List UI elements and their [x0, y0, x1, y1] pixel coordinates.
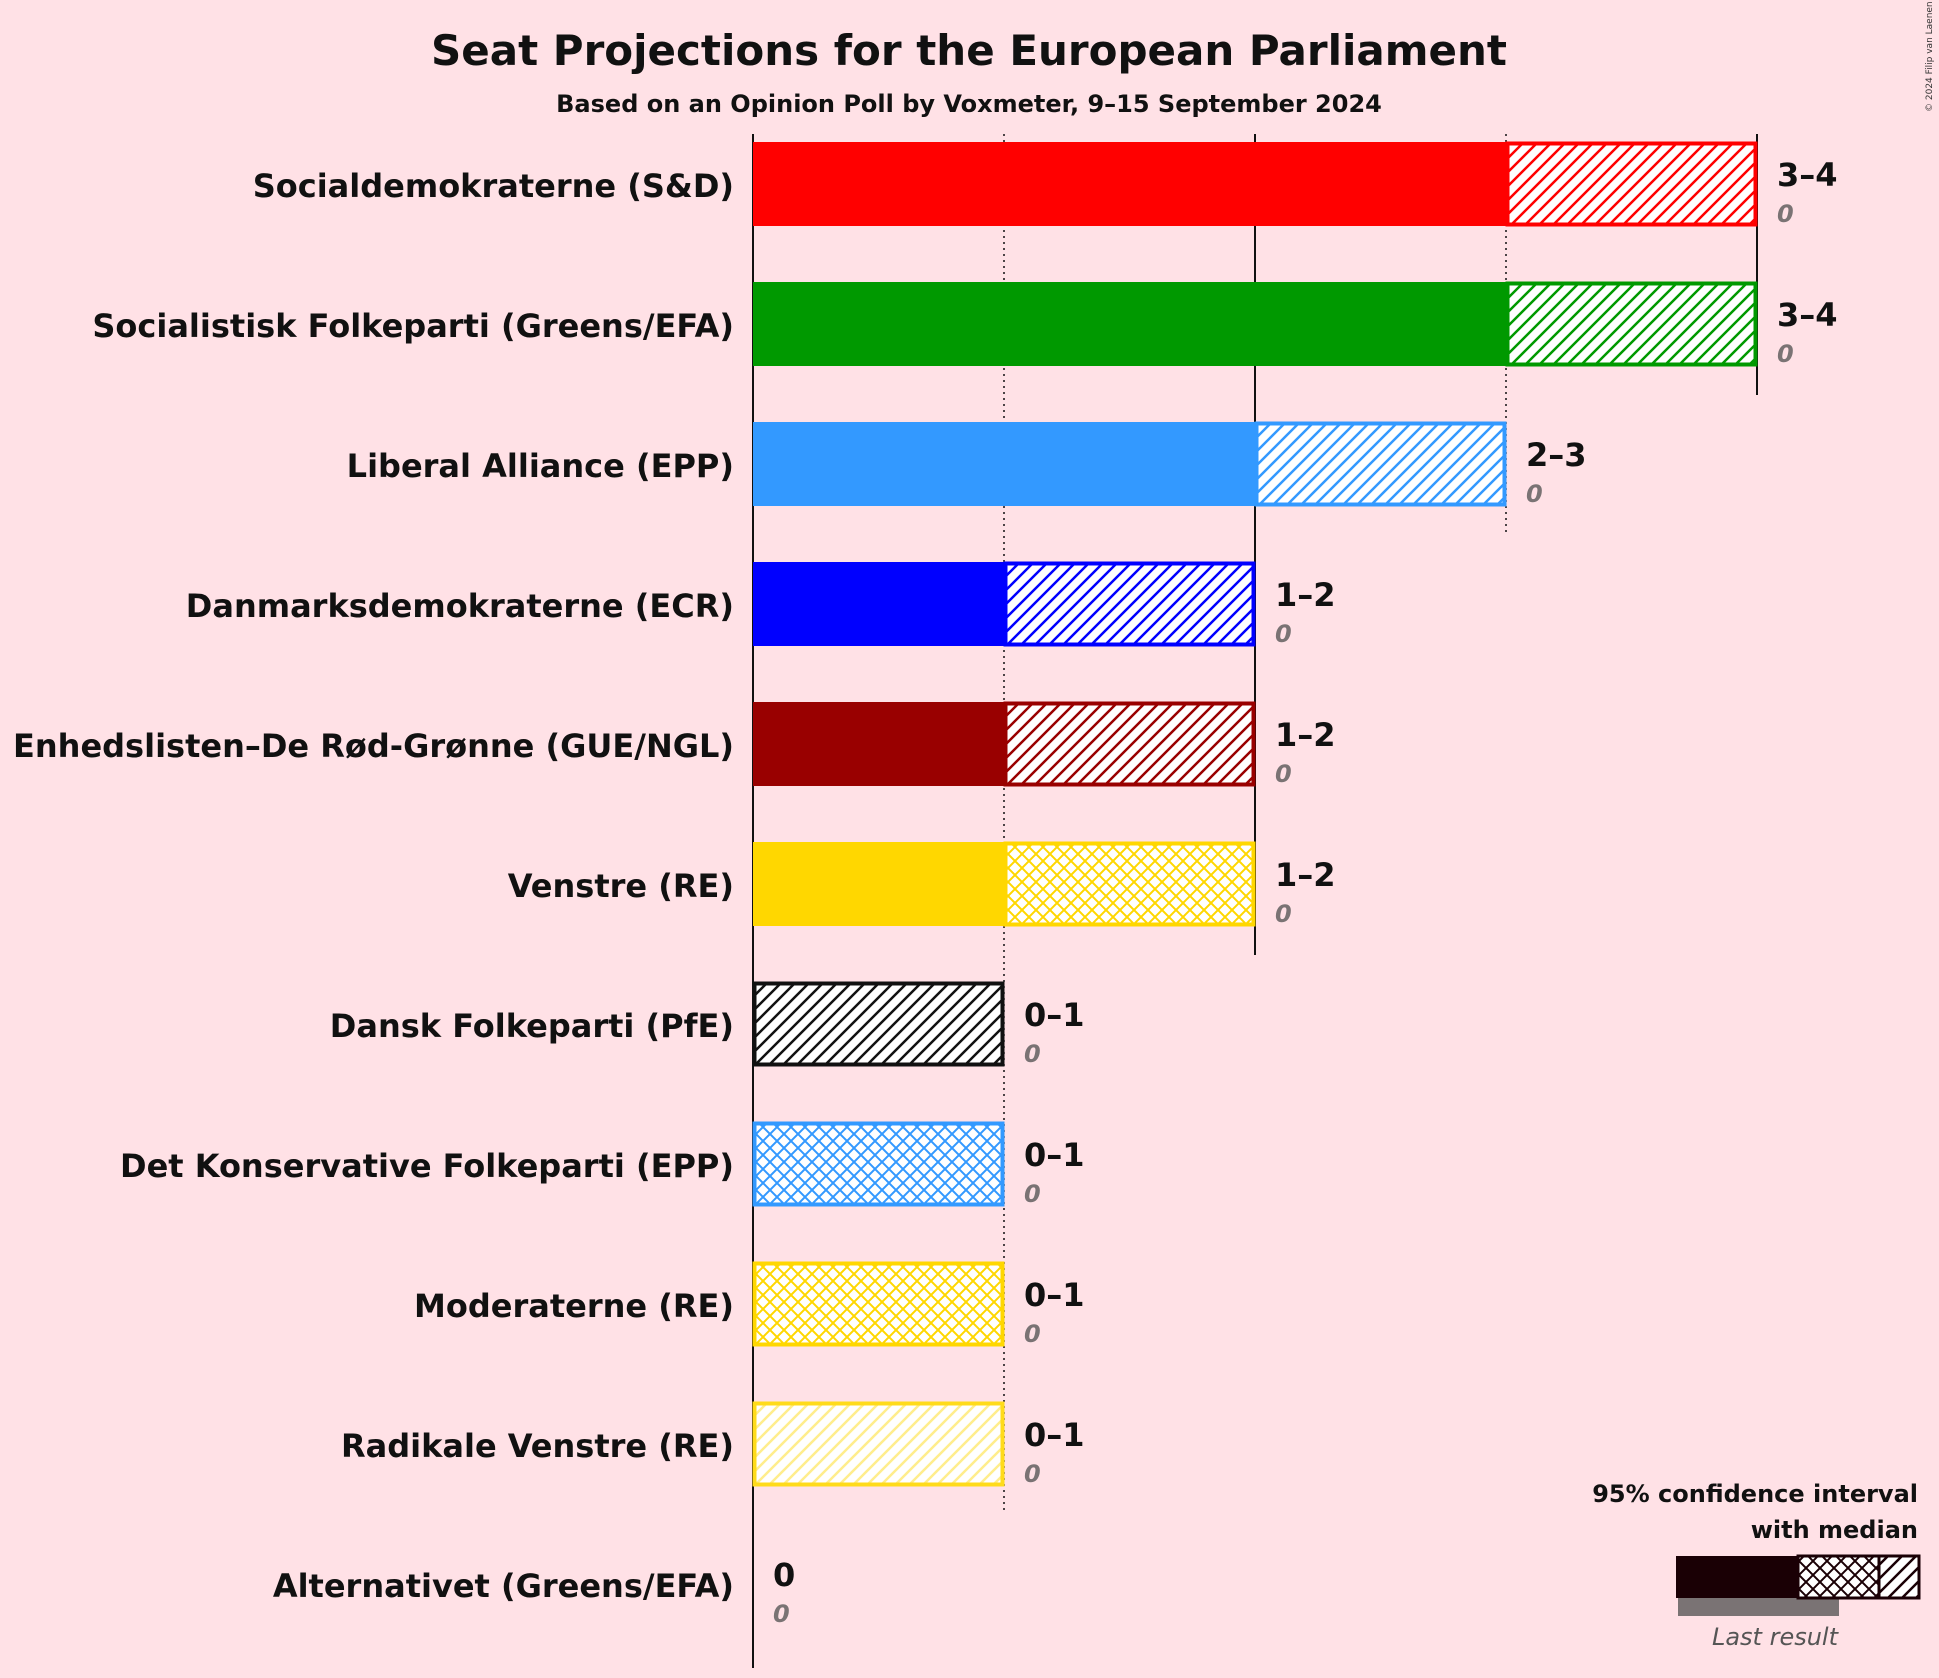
party-row: Danmarksdemokraterne (ECR) 1–2 0 — [186, 561, 1336, 648]
last-result-label: 0 — [1275, 620, 1292, 648]
party-label: Liberal Alliance (EPP) — [347, 447, 734, 485]
party-label: Dansk Folkeparti (PfE) — [330, 1007, 734, 1045]
party-row: Moderaterne (RE) 0–1 0 — [414, 1261, 1085, 1348]
party-row: Dansk Folkeparti (PfE) 0–1 0 — [330, 981, 1085, 1068]
party-row: Radikale Venstre (RE) 0–1 0 — [341, 1401, 1085, 1488]
seat-range-label: 0–1 — [1024, 996, 1085, 1034]
bar-interval-segment — [1505, 141, 1758, 227]
legend-cross-segment — [1796, 1554, 1881, 1600]
seat-range-label: 2–3 — [1526, 436, 1587, 474]
party-label: Det Konservative Folkeparti (EPP) — [120, 1147, 734, 1185]
bar-interval-segment — [1505, 281, 1758, 367]
last-result-label: 0 — [1275, 760, 1292, 788]
chart-subtitle: Based on an Opinion Poll by Voxmeter, 9–… — [556, 90, 1382, 118]
party-label: Alternativet (Greens/EFA) — [273, 1567, 734, 1605]
bar-solid-segment — [753, 562, 1004, 646]
legend-last-result-label: Last result — [1712, 1623, 1840, 1651]
last-result-label: 0 — [1024, 1180, 1041, 1208]
party-row: Venstre (RE) 1–2 0 — [508, 841, 1336, 928]
seat-range-label: 1–2 — [1275, 716, 1336, 754]
bar-interval-segment — [1003, 701, 1256, 787]
party-row: Alternativet (Greens/EFA) 0 0 — [273, 1556, 795, 1628]
party-row: Socialdemokraterne (S&D) 3–4 0 — [253, 141, 1838, 228]
last-result-label: 0 — [773, 1600, 790, 1628]
bars: Socialdemokraterne (S&D) 3–40Socialistisk… — [13, 141, 1838, 1628]
bar-interval-segment — [752, 1261, 1005, 1347]
party-row: Liberal Alliance (EPP) 2–3 0 — [347, 421, 1587, 508]
last-result-label: 0 — [1024, 1460, 1041, 1488]
bar-solid-segment — [753, 842, 1004, 926]
party-label: Socialdemokraterne (S&D) — [253, 167, 734, 205]
last-result-label: 0 — [1024, 1320, 1041, 1348]
copyright-note: © 2024 Filip van Laenen — [1925, 1, 1935, 112]
party-label: Socialistisk Folkeparti (Greens/EFA) — [92, 307, 734, 345]
seat-range-label: 0–1 — [1024, 1136, 1085, 1174]
party-row: Enhedslisten–De Rød-Grønne (GUE/NGL) 1–2 0 — [13, 701, 1336, 788]
seat-range-label: 3–4 — [1777, 296, 1838, 334]
bar-interval-segment — [1003, 841, 1256, 927]
seat-range-label: 0 — [773, 1556, 795, 1594]
seat-range-label: 1–2 — [1275, 856, 1336, 894]
last-result-label: 0 — [1777, 200, 1794, 228]
bar-interval-segment — [752, 981, 1005, 1067]
last-result-label: 0 — [1024, 1040, 1041, 1068]
seat-range-label: 3–4 — [1777, 156, 1838, 194]
party-row: Det Konservative Folkeparti (EPP) 0–1 0 — [120, 1121, 1085, 1208]
bar-solid-segment — [753, 142, 1506, 226]
seat-range-label: 1–2 — [1275, 576, 1336, 614]
bar-solid-segment — [753, 702, 1004, 786]
bar-interval-segment — [1003, 561, 1256, 647]
legend-title-line1: 95% confidence interval — [1592, 1480, 1918, 1508]
party-label: Moderaterne (RE) — [414, 1287, 734, 1325]
bar-interval-segment — [1254, 421, 1507, 507]
party-label: Venstre (RE) — [508, 867, 734, 905]
bar-interval-segment — [752, 1401, 1005, 1487]
last-result-label: 0 — [1275, 900, 1292, 928]
party-label: Radikale Venstre (RE) — [341, 1427, 734, 1465]
legend-last-result-bar — [1678, 1598, 1839, 1616]
legend: 95% confidence interval with median Last… — [1592, 1480, 1921, 1651]
last-result-label: 0 — [1777, 340, 1794, 368]
bar-solid-segment — [753, 422, 1255, 506]
seat-range-label: 0–1 — [1024, 1276, 1085, 1314]
party-row: Socialistisk Folkeparti (Greens/EFA) 3–4 0 — [92, 281, 1838, 368]
seat-range-label: 0–1 — [1024, 1416, 1085, 1454]
bar-solid-segment — [753, 282, 1506, 366]
last-result-label: 0 — [1526, 480, 1543, 508]
chart-title: Seat Projections for the European Parlia… — [431, 26, 1507, 75]
legend-title-line2: with median — [1751, 1516, 1918, 1544]
party-label: Danmarksdemokraterne (ECR) — [186, 587, 734, 625]
legend-hatch-segment — [1877, 1554, 1921, 1600]
legend-median-segment — [1676, 1556, 1798, 1598]
party-label: Enhedslisten–De Rød-Grønne (GUE/NGL) — [13, 727, 734, 765]
bar-interval-segment — [752, 1121, 1005, 1207]
